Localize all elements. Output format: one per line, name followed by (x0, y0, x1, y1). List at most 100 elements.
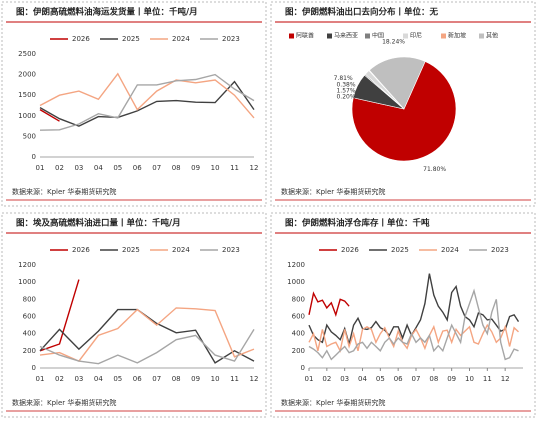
y-tick-label: 0 (32, 153, 36, 161)
pie-label: 71.80% (423, 166, 446, 173)
legend-label: 2023 (491, 246, 509, 254)
y-tick-label: 1500 (18, 91, 36, 99)
y-tick-label: 600 (23, 313, 36, 321)
legend-label: 2026 (72, 246, 90, 254)
x-tick-label: 02 (55, 375, 64, 383)
x-tick-label: 03 (74, 375, 83, 383)
legend-label: 2025 (391, 246, 409, 254)
pie-slice (369, 56, 426, 110)
panel-title: 图：埃及高硫燃料油进口量丨单位：千吨/月 (16, 218, 181, 229)
legend-label: 中国 (372, 32, 384, 40)
y-tick-label: 800 (292, 295, 305, 303)
x-tick-label: 06 (394, 375, 403, 383)
x-tick-label: 11 (483, 375, 492, 383)
x-tick-label: 01 (36, 375, 45, 383)
panel-border (1, 212, 267, 418)
y-tick-label: 1200 (18, 261, 36, 269)
x-tick-label: 12 (250, 164, 259, 172)
y-tick-label: 1200 (287, 261, 305, 269)
source: 数据来源：Kpler 华泰期货研究院 (12, 187, 116, 196)
legend-swatch (327, 33, 332, 39)
x-tick-label: 03 (340, 375, 349, 383)
x-tick-label: 12 (250, 375, 259, 383)
legend-label: 其他 (486, 32, 498, 40)
x-tick-label: 05 (113, 375, 122, 383)
pie-slice (351, 61, 457, 162)
x-tick-label: 01 (36, 164, 45, 172)
legend-swatch (289, 33, 294, 39)
x-tick-label: 09 (447, 375, 456, 383)
x-tick-label: 06 (133, 375, 142, 383)
legend-label: 2026 (72, 35, 90, 43)
x-tick-label: 09 (191, 375, 200, 383)
y-tick-label: 0 (32, 364, 36, 372)
series-line (308, 323, 519, 353)
x-tick-label: 04 (94, 164, 103, 172)
panel-border (270, 1, 536, 207)
legend-label: 印尼 (410, 33, 422, 40)
pie-label: 1.57% (336, 88, 355, 95)
panel-title: 图：伊朗燃料油出口去向分布丨单位：无 (285, 7, 439, 18)
y-tick-label: 200 (23, 347, 36, 355)
legend-swatch (365, 33, 370, 39)
panel-border (1, 1, 267, 207)
x-tick-label: 02 (55, 164, 64, 172)
x-tick-label: 02 (322, 375, 331, 383)
legend-label: 马来西亚 (334, 32, 358, 40)
pie-label: 0.38% (336, 82, 355, 89)
legend-label: 2026 (341, 246, 359, 254)
x-tick-label: 09 (191, 164, 200, 172)
pie-label: 0.20% (336, 94, 355, 101)
y-tick-label: 0 (301, 364, 305, 372)
y-tick-label: 2500 (18, 50, 36, 58)
panel-border (270, 212, 536, 418)
legend-swatch (479, 33, 484, 39)
x-tick-label: 04 (94, 375, 103, 383)
x-tick-label: 05 (113, 164, 122, 172)
legend-label: 2023 (222, 35, 240, 43)
legend-swatch (441, 33, 446, 39)
pie-label: 18.24% (382, 38, 405, 45)
legend-label: 2024 (172, 35, 190, 43)
x-tick-label: 03 (74, 164, 83, 172)
series-line (39, 80, 255, 127)
x-tick-label: 10 (465, 375, 474, 383)
x-tick-label: 11 (230, 164, 239, 172)
legend-swatch (403, 33, 408, 39)
y-tick-label: 1000 (18, 112, 36, 120)
x-tick-label: 11 (230, 375, 239, 383)
pie-label: 7.81% (334, 75, 353, 82)
x-tick-label: 08 (172, 164, 181, 172)
legend-label: 2024 (172, 246, 190, 254)
y-tick-label: 1000 (287, 278, 305, 286)
series-line (39, 72, 255, 119)
series-line (39, 108, 60, 122)
x-tick-label: 12 (501, 375, 510, 383)
x-tick-label: 08 (429, 375, 438, 383)
legend-label: 阿联酋 (296, 32, 314, 40)
source: 数据来源：Kpler 华泰期货研究院 (12, 398, 116, 407)
y-tick-label: 800 (23, 295, 36, 303)
panel-title: 图：伊朗高硫燃料油海运发货量丨单位：千吨/月 (16, 7, 198, 18)
y-tick-label: 1000 (18, 278, 36, 286)
x-tick-label: 10 (211, 375, 220, 383)
y-tick-label: 2000 (18, 71, 36, 79)
x-tick-label: 07 (152, 164, 161, 172)
y-tick-label: 200 (292, 347, 305, 355)
x-tick-label: 05 (376, 375, 385, 383)
legend-label: 新加坡 (448, 32, 466, 40)
x-tick-label: 01 (305, 375, 314, 383)
source: 数据来源：Kpler 华泰期货研究院 (281, 187, 385, 196)
series-line (39, 329, 255, 365)
x-tick-label: 07 (412, 375, 421, 383)
y-tick-label: 600 (292, 313, 305, 321)
panel-title: 图：伊朗燃料油浮仓库存丨单位：千吨 (285, 218, 430, 229)
series-line (39, 279, 80, 352)
series-line (39, 73, 255, 131)
legend-label: 2025 (122, 246, 140, 254)
source: 数据来源：Kpler 华泰期货研究院 (281, 398, 385, 407)
series-line (308, 291, 350, 318)
x-tick-label: 07 (152, 375, 161, 383)
